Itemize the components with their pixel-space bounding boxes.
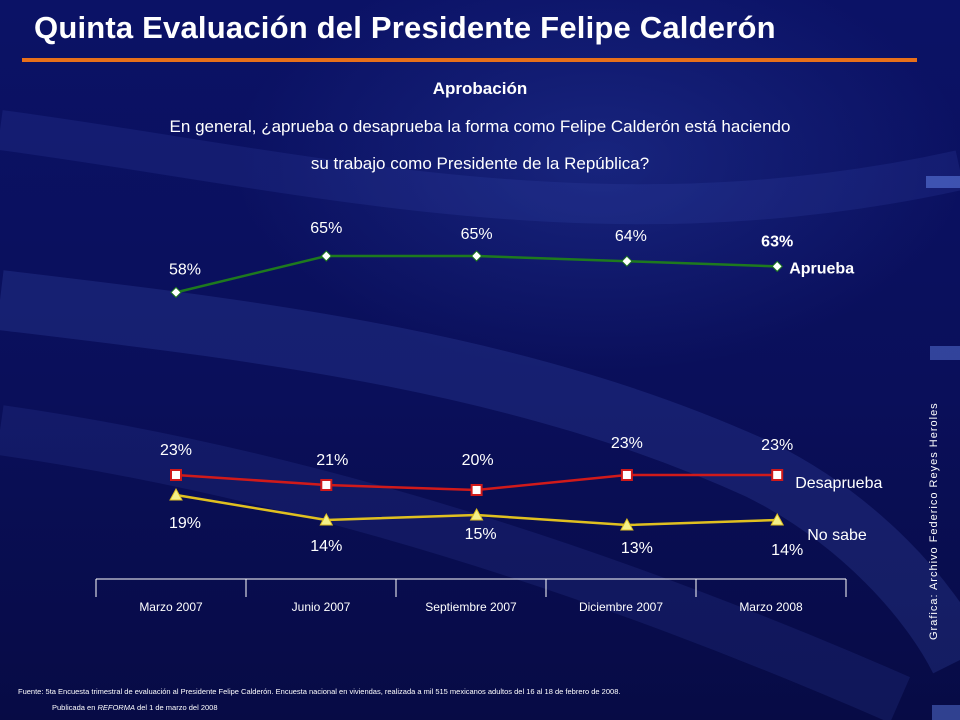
data-point-square xyxy=(170,469,182,481)
data-point-triangle xyxy=(469,507,484,521)
data-label: 58% xyxy=(169,261,201,278)
data-label: 23% xyxy=(611,435,643,452)
credit-text: Grafica: Archivo Federico Reyes Heroles xyxy=(928,402,940,640)
data-point-diamond xyxy=(170,286,182,299)
x-tick-label: Junio 2007 xyxy=(292,600,351,614)
question-line-1: En general, ¿aprueba o desaprueba la for… xyxy=(169,117,791,136)
data-point-square xyxy=(771,469,784,481)
data-label: 23% xyxy=(160,442,192,459)
chart-subtitle: Aprobación xyxy=(432,79,528,98)
data-label: 20% xyxy=(462,452,494,469)
data-point-diamond xyxy=(771,260,783,273)
data-point-triangle xyxy=(319,512,334,526)
data-point-square xyxy=(470,484,483,496)
question-line-2: su trabajo como Presidente de la Repúbli… xyxy=(310,154,650,173)
data-label: 21% xyxy=(316,452,348,469)
data-label: 14% xyxy=(310,538,342,555)
data-point-square xyxy=(320,479,333,491)
series-label: No sabe xyxy=(807,527,867,544)
data-point-diamond xyxy=(470,250,483,262)
series-label: Desaprueba xyxy=(795,475,882,492)
data-label: 65% xyxy=(461,226,493,243)
data-label: 65% xyxy=(310,220,342,237)
data-label: 13% xyxy=(621,540,653,557)
source-note: Fuente: 5ta Encuesta trimestral de evalu… xyxy=(18,687,621,696)
data-label: 23% xyxy=(761,437,793,454)
data-label: 63% xyxy=(761,233,793,250)
series-label: Aprueba xyxy=(789,260,854,277)
x-tick-label: Diciembre 2007 xyxy=(579,600,663,614)
data-point-triangle xyxy=(169,487,183,501)
published-suffix: del 1 de marzo del 2008 xyxy=(134,703,218,712)
page-title: Quinta Evaluación del Presidente Felipe … xyxy=(34,10,776,45)
data-label: 14% xyxy=(771,542,803,559)
published-outlet: REFORMA xyxy=(97,703,135,712)
publication-note: Publicada en REFORMA del 1 de marzo del … xyxy=(52,703,218,712)
published-prefix: Publicada en xyxy=(52,703,98,712)
data-point-diamond xyxy=(621,255,633,267)
data-point-square xyxy=(620,469,633,481)
data-label: 15% xyxy=(465,526,497,543)
x-tick-label: Marzo 2007 xyxy=(139,600,203,614)
data-label: 19% xyxy=(169,515,201,532)
data-point-triangle xyxy=(770,512,785,526)
title-underline xyxy=(22,58,917,62)
data-point-triangle xyxy=(620,517,634,531)
data-point-diamond xyxy=(320,250,333,262)
x-tick-label: Septiembre 2007 xyxy=(425,600,517,614)
x-tick-label: Marzo 2008 xyxy=(739,600,803,614)
survey-question: En general, ¿aprueba o desaprueba la for… xyxy=(60,108,900,182)
data-label: 64% xyxy=(615,228,647,245)
